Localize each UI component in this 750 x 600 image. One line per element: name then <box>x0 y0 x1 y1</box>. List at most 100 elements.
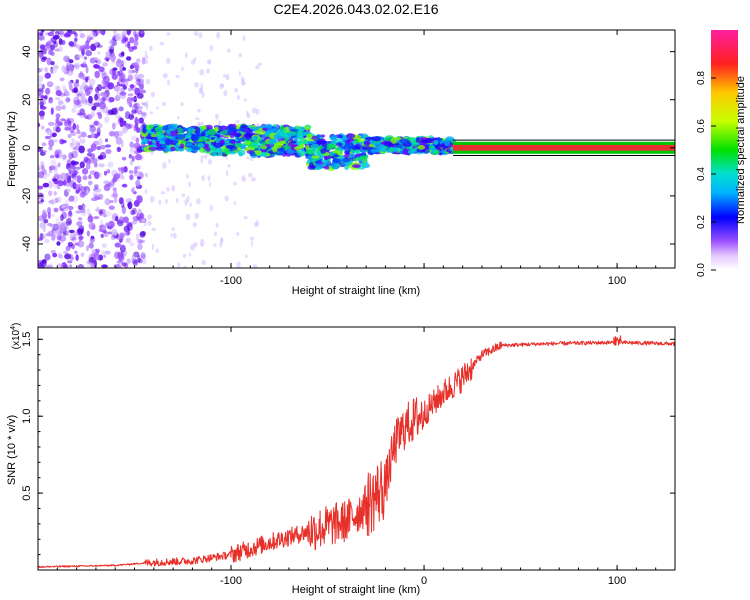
noise-dot <box>111 107 118 116</box>
noise-dot <box>114 86 122 93</box>
noise-dot <box>60 172 67 180</box>
noise-dot <box>76 93 82 97</box>
noise-dot <box>77 135 82 139</box>
signal-dot <box>277 147 285 153</box>
faint-noise-dot <box>147 214 152 220</box>
colorbar-gradient <box>711 30 738 270</box>
noise-dot <box>122 216 129 224</box>
noise-dot <box>66 30 73 33</box>
faint-noise-dot <box>222 74 227 78</box>
noise-dot <box>73 231 79 237</box>
noise-dot <box>96 206 100 211</box>
signal-dot <box>188 127 195 133</box>
faint-noise-dot <box>149 111 153 115</box>
noise-dot <box>128 170 134 174</box>
noise-dot <box>64 126 71 131</box>
signal-dot <box>371 136 382 142</box>
noise-dot <box>40 125 45 130</box>
noise-dot <box>38 215 45 222</box>
faint-noise-dot <box>144 222 147 227</box>
noise-dot <box>98 122 103 129</box>
noise-dot <box>76 96 80 105</box>
signal-dot <box>311 135 318 140</box>
noise-dot <box>67 258 73 264</box>
noise-dot <box>102 62 109 67</box>
noise-dot <box>88 222 96 230</box>
noise-dot <box>90 43 97 52</box>
faint-noise-dot <box>166 57 171 65</box>
noise-dot <box>74 166 82 170</box>
noise-dot <box>123 37 128 42</box>
noise-dot <box>38 91 42 97</box>
signal-dot <box>223 148 231 155</box>
noise-dot <box>87 215 94 223</box>
faint-noise-dot <box>150 91 156 98</box>
noise-dot <box>138 258 143 264</box>
signal-dot <box>200 131 206 137</box>
noise-dot <box>66 65 70 72</box>
noise-dot <box>59 235 67 242</box>
signal-dot <box>433 139 439 145</box>
noise-dot <box>41 56 48 60</box>
noise-dot <box>41 35 46 41</box>
noise-dot <box>44 66 48 73</box>
noise-dot <box>47 31 55 37</box>
faint-noise-dot <box>198 32 203 39</box>
noise-dot <box>123 30 128 35</box>
noise-dot <box>65 217 73 226</box>
signal-dot <box>390 137 397 144</box>
signal-dot <box>428 145 434 149</box>
faint-noise-dot <box>193 31 199 37</box>
noise-dot <box>131 109 138 114</box>
noise-dot <box>63 250 69 255</box>
noise-dot <box>116 81 120 86</box>
noise-dot <box>68 80 73 87</box>
noise-dot <box>60 214 64 222</box>
noise-dot <box>88 174 92 180</box>
noise-dot <box>49 165 56 171</box>
signal-dot <box>345 133 356 139</box>
noise-dot <box>78 30 83 34</box>
signal-dot <box>232 132 242 137</box>
faint-noise-dot <box>251 240 254 247</box>
noise-dot <box>105 51 111 58</box>
spec-ytick-label: 20 <box>21 94 33 106</box>
snr-axes: -100 0 100 0.5 1.0 1.5 <box>21 327 676 587</box>
faint-noise-dot <box>162 162 167 169</box>
noise-dot <box>130 63 135 67</box>
noise-dot <box>77 54 84 59</box>
noise-dot <box>134 153 142 161</box>
noise-dot <box>40 67 45 71</box>
noise-dot <box>48 199 55 204</box>
noise-dot <box>68 264 73 268</box>
signal-dot <box>198 136 208 142</box>
faint-noise-dot <box>225 73 230 81</box>
faint-noise-dot <box>151 243 155 251</box>
faint-noise-dot <box>143 59 149 65</box>
noise-dot <box>86 208 91 215</box>
noise-dot <box>126 258 131 264</box>
noise-dot <box>89 31 96 40</box>
noise-dot <box>55 117 60 124</box>
signal-dot <box>207 128 217 136</box>
signal-dot <box>240 124 248 129</box>
noise-dot <box>49 44 56 51</box>
signal-dot <box>344 164 349 171</box>
noise-dot <box>96 111 102 116</box>
noise-dot <box>91 248 96 253</box>
noise-dot <box>88 242 94 249</box>
faint-noise-dot <box>257 62 263 66</box>
faint-noise-dot <box>190 243 195 251</box>
noise-dot <box>125 56 132 61</box>
noise-dot <box>44 72 51 79</box>
noise-dot <box>133 103 138 108</box>
noise-dot <box>42 209 47 216</box>
faint-noise-dot <box>177 262 181 268</box>
colorbar-label: Normalized spectral amplitude <box>735 76 747 224</box>
faint-noise-dot <box>223 90 228 97</box>
noise-dot <box>130 209 135 216</box>
noise-dot <box>94 40 98 47</box>
noise-dot <box>117 220 124 224</box>
faint-noise-dot <box>233 181 238 186</box>
noise-dot <box>38 110 45 117</box>
